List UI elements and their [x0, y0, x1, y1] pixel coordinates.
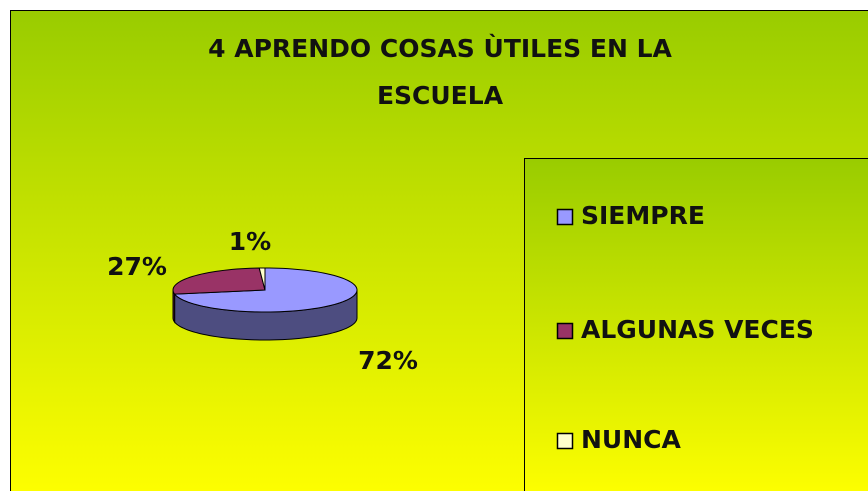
data-label: 1% — [229, 227, 271, 256]
pie-slice — [258, 267, 266, 291]
data-label: 72% — [358, 346, 418, 375]
legend-swatch — [556, 432, 574, 450]
pie-slice — [173, 267, 358, 313]
legend-label: SIEMPRE — [581, 201, 705, 230]
chart-title: 4 APRENDO COSAS ÙTILES EN LA ESCUELA — [208, 33, 672, 110]
data-label: 27% — [107, 252, 167, 281]
legend-label: NUNCA — [581, 425, 681, 454]
pie-side — [172, 289, 176, 324]
pie-slice — [172, 267, 266, 295]
legend-box — [524, 158, 868, 491]
legend-swatch — [556, 208, 574, 226]
legend-label: ALGUNAS VECES — [581, 315, 814, 344]
legend-swatch — [556, 322, 574, 340]
